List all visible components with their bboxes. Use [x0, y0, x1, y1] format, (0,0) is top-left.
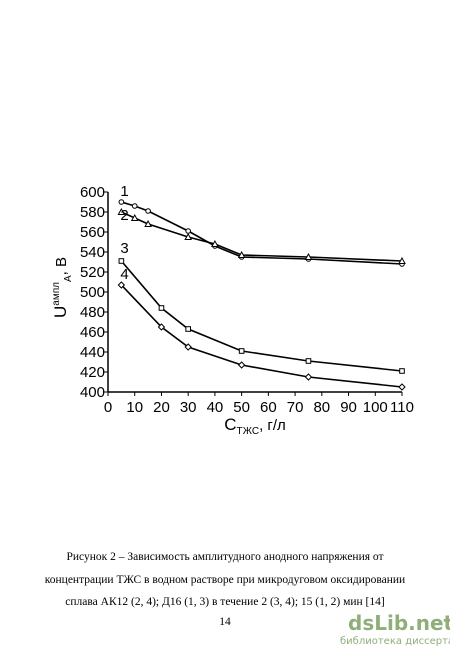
x-label-main: C — [224, 415, 236, 434]
data-point — [238, 348, 245, 354]
caption-line: сплава АК12 (2, 4); Д16 (1, 3) в течение… — [65, 596, 384, 608]
y-label-suffix: , В — [53, 257, 70, 275]
data-point — [237, 250, 246, 258]
data-point — [184, 232, 193, 240]
data-point — [184, 343, 192, 351]
data-point — [130, 213, 139, 221]
y-tick-label: 580 — [80, 204, 105, 221]
data-point — [157, 323, 166, 331]
series-line — [120, 260, 403, 372]
series-label: 2 — [120, 207, 128, 224]
data-point — [305, 358, 312, 364]
page-number: 14 — [219, 616, 231, 628]
data-point — [144, 219, 152, 227]
x-tick-label: 40 — [207, 399, 224, 416]
series-line — [120, 284, 403, 388]
y-axis-label: UамплА, В — [51, 257, 74, 318]
data-point — [145, 208, 151, 214]
x-tick-label: 70 — [287, 399, 304, 416]
caption-line: Рисунок 2 – Зависимость амплитудного ано… — [66, 551, 383, 563]
data-point — [398, 256, 406, 264]
x-tick-label: 60 — [260, 399, 277, 416]
data-point — [118, 199, 125, 205]
y-tick-label: 520 — [80, 264, 105, 281]
watermark-box — [335, 608, 450, 655]
x-tick-label: 20 — [153, 399, 170, 416]
x-tick-label: 90 — [340, 399, 357, 416]
x-tick-label: 110 — [390, 399, 414, 416]
x-axis-label: CТЖС, г/л — [224, 415, 286, 437]
data-point — [185, 326, 191, 332]
x-tick-label: 0 — [104, 399, 112, 416]
y-tick-label: 440 — [80, 344, 105, 361]
data-point — [398, 383, 406, 391]
data-point — [304, 373, 313, 381]
watermark-subtitle: библиотека диссертаций — [340, 636, 450, 647]
y-tick-label: 540 — [80, 244, 105, 261]
x-tick-label: 10 — [126, 399, 143, 416]
caption-line: концентрации ТЖС в водном растворе при м… — [45, 574, 405, 586]
data-point — [117, 281, 126, 289]
y-label-sup: ампл — [51, 282, 62, 306]
series-label: 4 — [120, 266, 128, 283]
data-point — [211, 239, 219, 247]
y-tick-label: 460 — [80, 324, 105, 341]
y-tick-label: 400 — [80, 384, 105, 401]
y-label-main: U — [51, 306, 70, 318]
x-tick-label: 30 — [180, 399, 197, 416]
data-point — [304, 252, 313, 260]
y-tick-label: 480 — [80, 304, 105, 321]
x-label-suffix: , г/л — [259, 417, 286, 434]
x-tick-label: 50 — [233, 399, 250, 416]
y-tick-label: 420 — [80, 364, 105, 381]
series-label: 3 — [120, 240, 128, 257]
data-point — [131, 203, 138, 209]
series-label: 1 — [120, 183, 128, 200]
data-point — [399, 368, 405, 374]
data-point — [185, 228, 191, 234]
data-point — [237, 361, 246, 369]
y-label-sub: А — [63, 275, 74, 282]
data-point — [158, 305, 165, 311]
x-tick-label: 80 — [313, 399, 330, 416]
data-point — [118, 258, 125, 264]
y-tick-label: 560 — [80, 224, 105, 241]
x-tick-label: 100 — [363, 399, 388, 416]
x-label-sub: ТЖС — [236, 426, 259, 437]
data-point — [117, 207, 126, 215]
watermark-logo: dsLib.net — [348, 611, 450, 635]
y-tick-label: 600 — [80, 184, 105, 201]
y-tick-label: 500 — [80, 284, 105, 301]
